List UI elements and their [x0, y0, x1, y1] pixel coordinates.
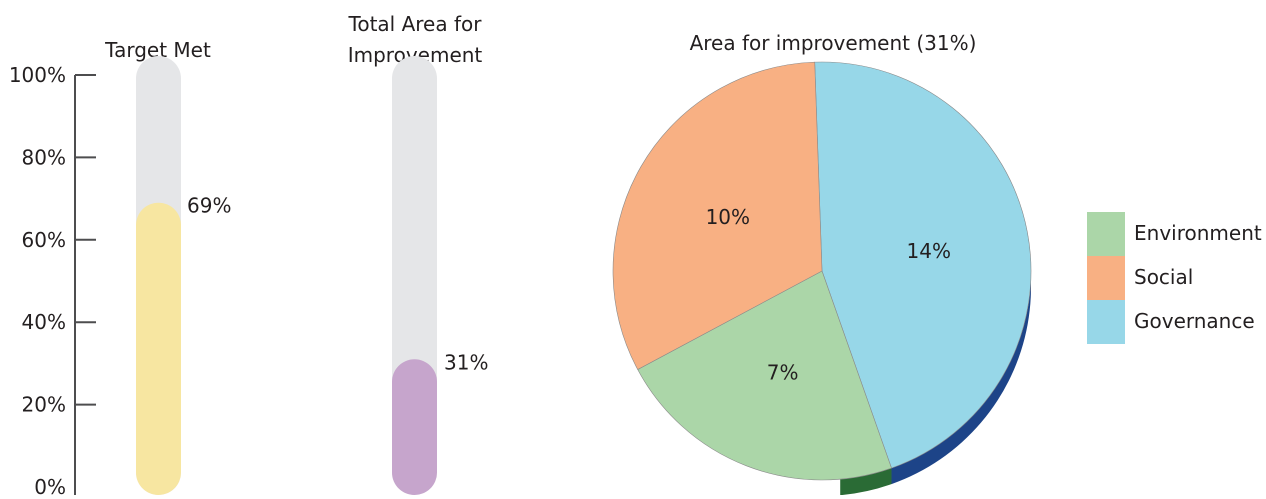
pie-chart: 14% 7% 10%: [612, 61, 1032, 496]
y-tick-label: 80%: [22, 145, 66, 169]
pie-label-environment: 7%: [767, 360, 799, 384]
pie-label-governance: 14%: [907, 239, 951, 263]
pie-label-social: 10%: [706, 205, 750, 229]
target-met-bar: [136, 202, 181, 495]
pie-depth-governance: [891, 110, 1031, 485]
y-tick-label: 100%: [9, 63, 66, 87]
legend-swatch-governance: [1087, 300, 1125, 344]
y-tick-label: 60%: [22, 228, 66, 252]
legend-label-social: Social: [1134, 265, 1193, 289]
y-axis-ticks: 0% 20% 40% 60% 80% 100%: [9, 63, 96, 499]
y-tick-label: 40%: [22, 310, 66, 334]
legend-swatch-social: [1087, 256, 1125, 300]
legend: Environment Social Governance: [1087, 212, 1262, 344]
y-tick-label: 20%: [22, 393, 66, 417]
pie-slice-environment: [637, 270, 892, 481]
y-tick-label: 0%: [34, 475, 66, 495]
pie-title: Area for improvement (31%): [690, 31, 977, 55]
total-area-value-label: 31%: [444, 350, 488, 374]
target-met-bar-group: 69%: [136, 56, 231, 495]
pie-slice-social: [612, 61, 823, 370]
target-met-value-label: 69%: [187, 194, 231, 218]
pie-depth-environment: [840, 468, 892, 496]
pie-slice-governance: [814, 61, 1032, 469]
total-area-bar-group: 31%: [392, 56, 488, 495]
legend-label-governance: Governance: [1134, 309, 1255, 333]
legend-label-environment: Environment: [1134, 221, 1262, 245]
total-area-title-line1: Total Area for: [348, 12, 483, 36]
legend-swatch-environment: [1087, 212, 1125, 256]
total-area-bar: [392, 359, 437, 495]
